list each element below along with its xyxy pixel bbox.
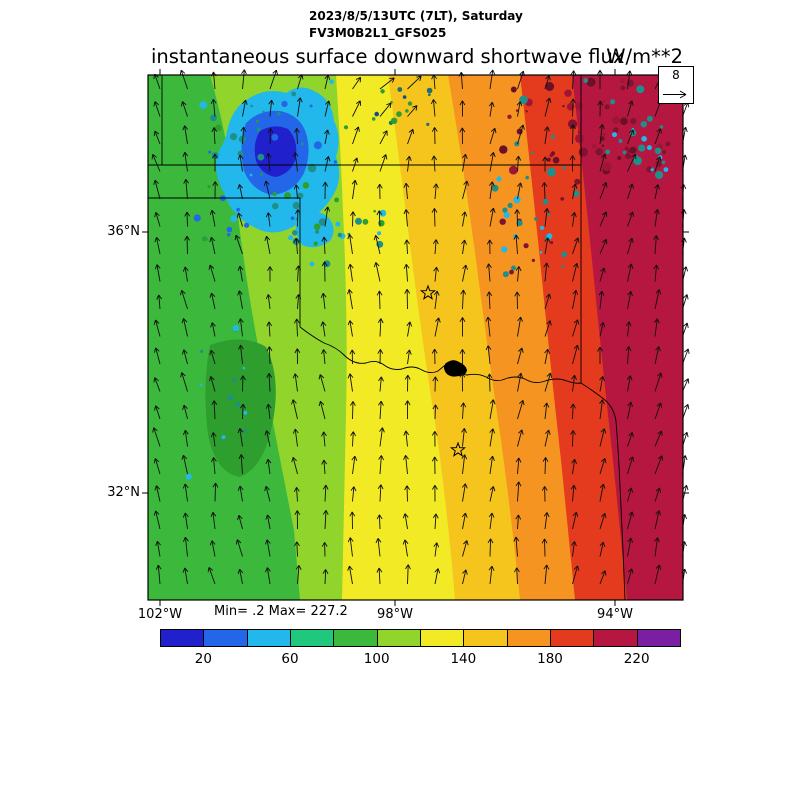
colorbar-tick-label: 220 xyxy=(623,651,650,667)
colorbar-segment xyxy=(333,629,378,647)
plot-title: instantaneous surface downward shortwave… xyxy=(151,45,625,68)
colorbar-segment xyxy=(550,629,595,647)
colorbar-segment xyxy=(246,629,291,647)
map-plot xyxy=(142,69,692,606)
colorbar-segment xyxy=(203,629,248,647)
colorbar-segment xyxy=(420,629,465,647)
lat-label-32n: 32°N xyxy=(107,485,140,500)
lake xyxy=(444,360,467,377)
star-marker xyxy=(419,284,437,300)
colorbar-tick-label: 60 xyxy=(281,651,299,667)
wind-reference-arrow-icon xyxy=(663,90,687,99)
colorbar-segment xyxy=(463,629,508,647)
lon-label-102w: 102°W xyxy=(137,607,183,622)
minmax-stats: Min= .2 Max= 227.2 xyxy=(214,604,348,619)
lat-label-36n: 36°N xyxy=(107,224,140,239)
star-marker xyxy=(449,441,467,457)
axis-ticks xyxy=(142,69,689,606)
colorbar: 20 60 100 140 180 220 xyxy=(160,629,681,674)
colorbar-segment xyxy=(636,629,681,647)
lon-label-94w: 94°W xyxy=(597,607,633,622)
header-model: FV3M0B2L1_GFS025 xyxy=(309,26,447,40)
colorbar-segment xyxy=(160,629,205,647)
wind-arrows xyxy=(151,69,692,585)
wind-reference-value: 8 xyxy=(672,68,680,82)
wind-reference-box: 8 xyxy=(658,66,694,104)
colorbar-tick-label: 140 xyxy=(450,651,477,667)
colorbar-segment xyxy=(290,629,335,647)
map-frame xyxy=(147,74,684,601)
colorbar-segment xyxy=(376,629,421,647)
colorbar-tick-label: 180 xyxy=(537,651,563,667)
colorbar-tick-label: 20 xyxy=(194,651,212,667)
plot-units: W/m**2 xyxy=(606,45,683,68)
colorbar-segment xyxy=(593,629,638,647)
colorbar-tick-label: 100 xyxy=(363,651,390,667)
state-borders xyxy=(148,75,626,601)
lon-label-98w: 98°W xyxy=(377,607,413,622)
colorbar-segment xyxy=(506,629,551,647)
header-datetime: 2023/8/5/13UTC (7LT), Saturday xyxy=(309,9,523,23)
city-stars xyxy=(419,284,467,457)
